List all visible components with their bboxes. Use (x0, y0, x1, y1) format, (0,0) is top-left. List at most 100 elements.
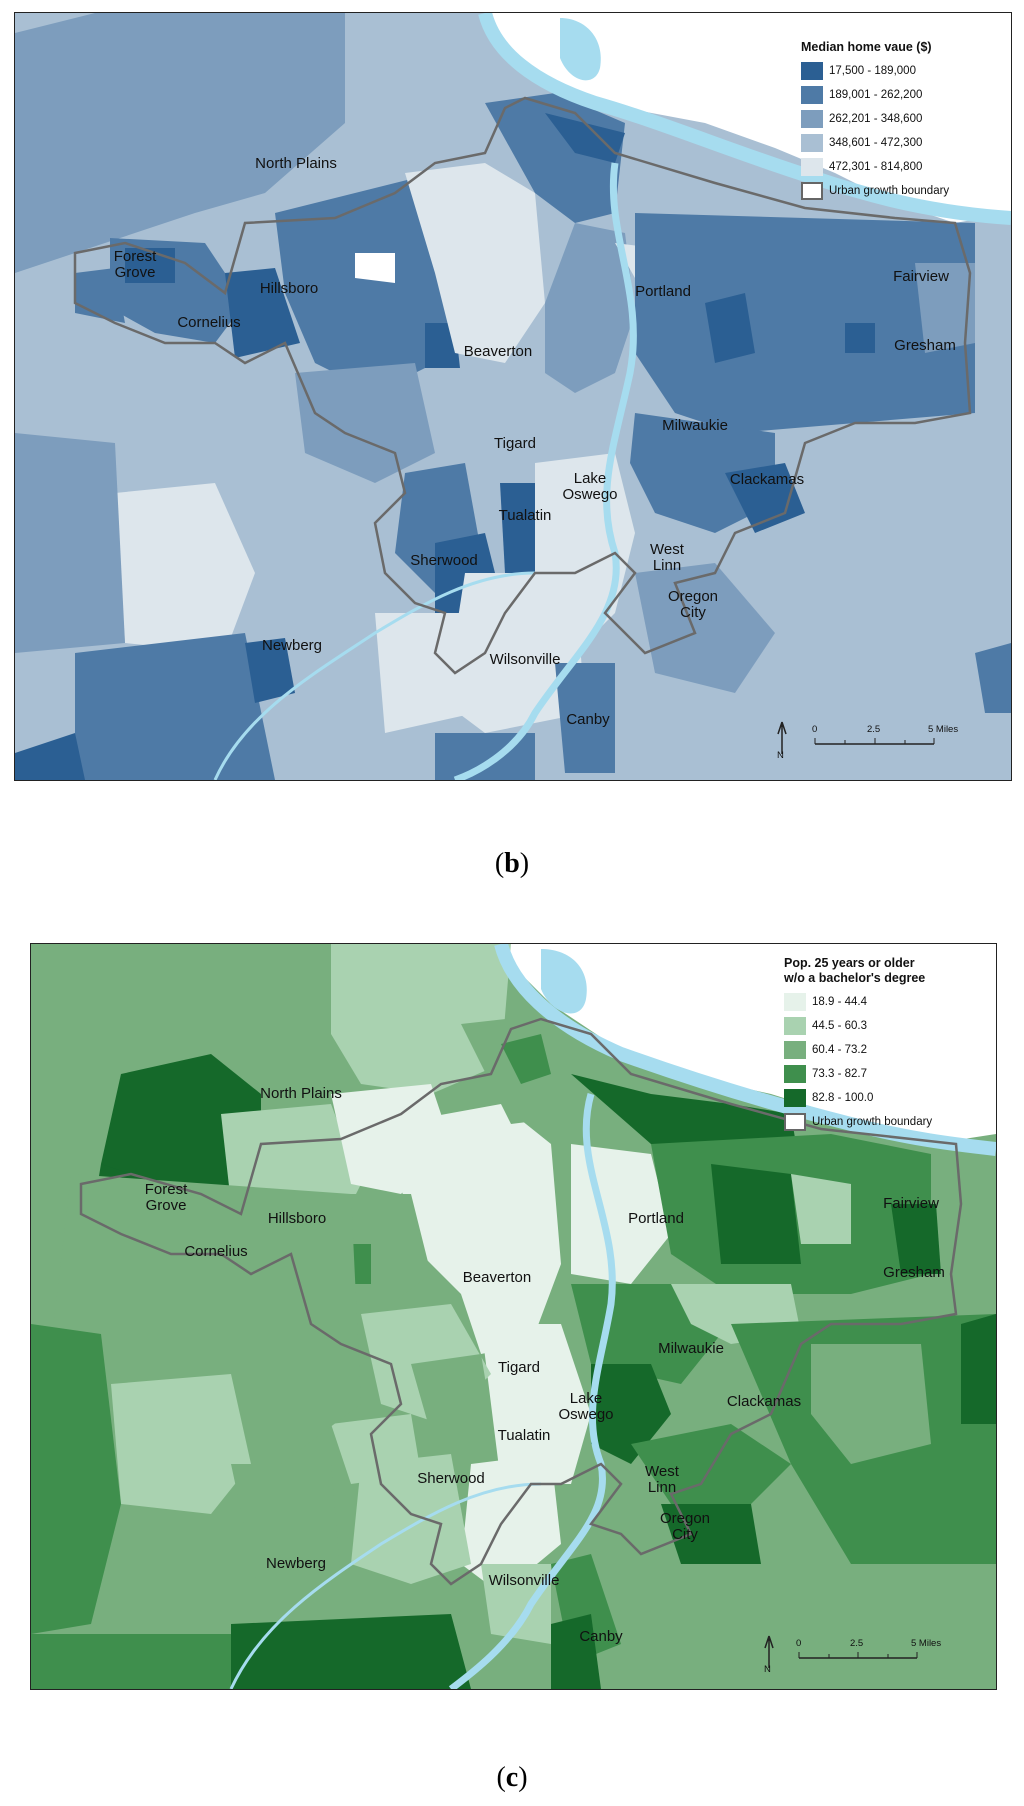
tualatin-river (213, 571, 536, 780)
legend-label: Urban growth boundary (829, 185, 950, 197)
legend-item: 262,201 - 348,600 (801, 107, 1001, 131)
city-label-clackamas: Clackamas (729, 471, 805, 488)
legend-swatch (801, 86, 823, 104)
legend-swatch (784, 1017, 806, 1035)
scale-bar: N 0 2.5 5 Miles (772, 718, 972, 764)
caption-c: (c) (496, 1762, 528, 1793)
legend-swatch (784, 1041, 806, 1059)
city-label-forest-grove: Forest Grove (144, 1181, 188, 1214)
region (331, 944, 511, 1094)
city-label-sherwood: Sherwood (410, 552, 478, 569)
region (635, 213, 975, 433)
legend-label: 17,500 - 189,000 (829, 65, 916, 77)
region (545, 223, 635, 393)
legend-education: Pop. 25 years or older w/o a bachelor's … (784, 956, 989, 1134)
legend-swatch (801, 110, 823, 128)
region (461, 1454, 561, 1594)
region (845, 323, 875, 353)
scale-tick-label: 2.5 (850, 1638, 864, 1649)
city-label-gresham: Gresham (894, 337, 956, 354)
legend-item: 60.4 - 73.2 (784, 1038, 989, 1062)
region (15, 433, 125, 653)
legend-label: 60.4 - 73.2 (812, 1044, 867, 1056)
region (481, 1564, 551, 1644)
legend-item: 18.9 - 44.4 (784, 990, 989, 1014)
region (225, 268, 300, 358)
north-label: N (764, 1664, 771, 1675)
no-data-area (501, 944, 996, 1144)
region (115, 483, 255, 653)
region (481, 1324, 591, 1484)
region (111, 1374, 251, 1514)
legend-label: 189,001 - 262,200 (829, 89, 923, 101)
city-label-fairview: Fairview (883, 1195, 939, 1212)
legend-swatch (784, 1089, 806, 1107)
city-label-tualatin: Tualatin (497, 1427, 551, 1444)
scale-bar-graphic (777, 721, 935, 754)
city-label-clackamas: Clackamas (726, 1393, 802, 1410)
legend-home-value: Median home vaue ($) 17,500 - 189,000 18… (801, 40, 1001, 203)
region (711, 1164, 801, 1264)
legend-label: 262,201 - 348,600 (829, 113, 923, 125)
scale-tick-label: 2.5 (867, 724, 881, 735)
city-label-oregon-city: Oregon City (667, 588, 719, 621)
legend-title-line: w/o a bachelor's degree (784, 971, 926, 985)
caption-letter: b (504, 848, 520, 879)
city-label-portland: Portland (635, 283, 691, 300)
city-label-hillsboro: Hillsboro (259, 280, 319, 297)
willamette-river (453, 162, 637, 780)
legend-swatch-boundary (801, 182, 823, 200)
caption-b: (b) (494, 848, 530, 879)
scale-bar-graphic (764, 1635, 918, 1668)
region (101, 1054, 261, 1214)
city-label-wilsonville: Wilsonville (488, 1572, 560, 1589)
region (31, 1324, 121, 1634)
region (405, 163, 545, 363)
city-label-lake-oswego: Lake Oswego (558, 1390, 614, 1423)
city-label-sherwood: Sherwood (417, 1470, 485, 1487)
city-label-beaverton: Beaverton (463, 343, 533, 360)
region (351, 1454, 471, 1584)
legend-swatch (801, 158, 823, 176)
city-label-milwaukie: Milwaukie (658, 1340, 724, 1357)
caption-letter: c (505, 1762, 519, 1793)
region (915, 263, 975, 353)
city-label-beaverton: Beaverton (462, 1269, 532, 1286)
legend-item: 189,001 - 262,200 (801, 83, 1001, 107)
region (630, 413, 775, 533)
city-label-tigard: Tigard (494, 435, 536, 452)
legend-label: 82.8 - 100.0 (812, 1092, 874, 1104)
legend-label: 44.5 - 60.3 (812, 1020, 867, 1032)
legend-label: Urban growth boundary (812, 1116, 933, 1128)
city-label-forest-grove: Forest Grove (113, 248, 157, 281)
region (635, 563, 775, 693)
city-label-milwaukie: Milwaukie (662, 417, 728, 434)
region (725, 463, 805, 533)
urban-growth-boundary (79, 1017, 963, 1586)
region (375, 613, 475, 733)
region (245, 638, 295, 703)
city-label-tigard: Tigard (498, 1359, 540, 1376)
north-label: N (777, 750, 784, 761)
scale-tick-label: 0 (812, 724, 818, 735)
legend-item-boundary: Urban growth boundary (784, 1110, 989, 1134)
city-label-north-plains: North Plains (255, 155, 337, 172)
city-label-lake-oswego: Lake Oswego (562, 470, 618, 503)
legend-title: Median home vaue ($) (801, 40, 932, 54)
city-label-canby: Canby (566, 711, 610, 728)
region (501, 1034, 551, 1084)
scale-tick-label: 5 Miles (911, 1638, 942, 1649)
scale-bar: N 0 2.5 5 Miles (759, 1632, 959, 1678)
region (631, 1424, 791, 1504)
legend-swatch (784, 993, 806, 1011)
region (891, 1204, 941, 1274)
city-label-north-plains: North Plains (260, 1085, 342, 1102)
city-label-newberg: Newberg (261, 637, 323, 654)
region (551, 1614, 601, 1689)
city-label-cornelius: Cornelius (177, 314, 241, 331)
no-data-area (485, 13, 1011, 223)
city-label-oregon-city: Oregon City (659, 1510, 711, 1543)
region (231, 1464, 341, 1604)
north-arrow-icon (764, 1635, 774, 1668)
city-label-fairview: Fairview (893, 268, 949, 285)
